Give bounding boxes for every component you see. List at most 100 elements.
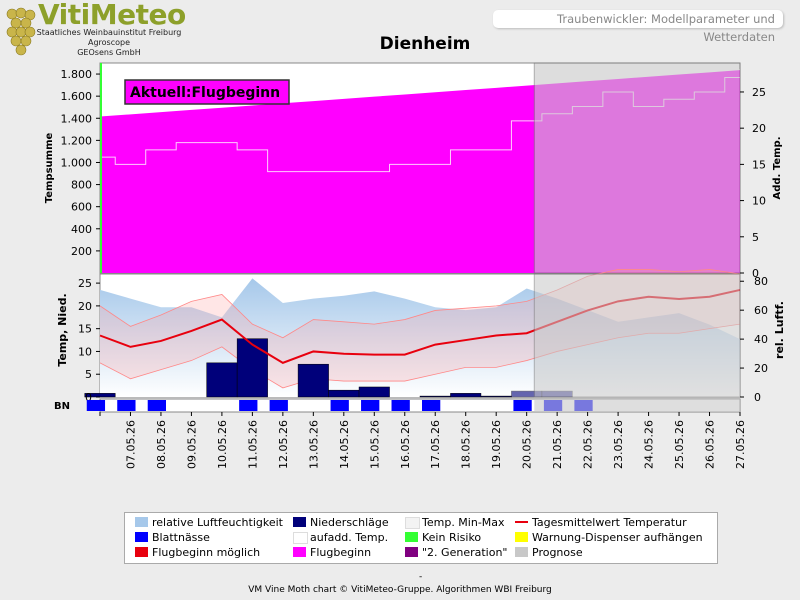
niederschlag-bar — [480, 395, 512, 398]
legend-label: Tagesmittelwert Temperatur — [532, 516, 687, 529]
y2tick-label: 5 — [752, 231, 759, 244]
ytick-label: 400 — [71, 223, 92, 236]
y2tick-label: 0 — [752, 267, 759, 280]
y2tick-label: 40 — [754, 333, 768, 346]
xtick-label: 22.05.26 — [582, 420, 595, 469]
logo-line-2: Agroscope — [87, 38, 131, 47]
ytick-label: 15 — [78, 323, 92, 336]
ytick-label: 10 — [78, 345, 92, 358]
legend-swatch — [135, 517, 148, 527]
legend-swatch — [515, 532, 528, 542]
ylabel-temp-nied: Temp, Nied. — [56, 293, 69, 366]
blattnaesse-mark — [361, 400, 380, 411]
xtick-label: 21.05.26 — [551, 420, 564, 469]
niederschlag-bar — [206, 362, 238, 398]
niederschlag-bar — [358, 386, 390, 398]
xtick-label: 10.05.26 — [216, 420, 229, 469]
ytick-label: 25 — [78, 277, 92, 290]
legend-label: relative Luftfeuchtigkeit — [152, 516, 283, 529]
ylabel-luftf: rel. Luftf. — [773, 301, 786, 359]
y2tick-label: 10 — [752, 195, 766, 208]
ytick-label: 20 — [78, 300, 92, 313]
legend-swatch — [405, 517, 420, 529]
ytick-label: 1.000 — [61, 156, 93, 169]
niederschlag-bar — [297, 363, 329, 398]
niederschlag-bar — [236, 338, 268, 398]
legend-label: Kein Risiko — [422, 531, 482, 544]
xtick-label: 23.05.26 — [612, 420, 625, 469]
xtick-label: 13.05.26 — [307, 420, 320, 469]
legend-label: Flugbeginn — [310, 546, 372, 559]
legend: relative Luftfeuchtigkeit Niederschläge Te… — [124, 512, 718, 564]
blattnaesse-mark — [422, 400, 441, 411]
ytick-label: 1.400 — [61, 112, 93, 125]
niederschlag-bar — [450, 393, 482, 398]
ylabel-tempsumme: Tempsumme — [44, 133, 55, 204]
xtick-label: 16.05.26 — [399, 420, 412, 469]
xtick-label: 07.05.26 — [124, 420, 137, 469]
blattnaesse-mark — [86, 400, 106, 411]
xtick-label: 11.05.26 — [246, 420, 259, 469]
legend-label: Blattnässe — [152, 531, 210, 544]
prognose-overlay-bn — [534, 399, 740, 412]
xtick-label: 09.05.26 — [185, 420, 198, 469]
legend-swatch — [135, 532, 148, 542]
logo-name: VitiMeteo — [38, 0, 186, 31]
status-label: Aktuell:Flugbeginn — [130, 85, 280, 101]
xtick-label: 08.05.26 — [155, 420, 168, 469]
footer-credit: VM Vine Moth chart © VitiMeteo-Gruppe. A… — [248, 585, 552, 595]
xtick-label: 27.05.26 — [734, 420, 747, 469]
xtick-label: 25.05.26 — [673, 420, 686, 469]
legend-swatch — [293, 532, 308, 544]
y2tick-label: 25 — [752, 86, 766, 99]
logo-grapes-icon — [4, 4, 38, 60]
niederschlag-bar — [328, 389, 360, 398]
xtick-label: 24.05.26 — [643, 420, 656, 469]
blattnaesse-mark — [117, 400, 136, 411]
ytick-label: 800 — [71, 179, 92, 192]
ytick-label: 5 — [85, 368, 92, 381]
y2tick-label: 20 — [754, 362, 768, 375]
y2tick-label: 0 — [754, 391, 761, 404]
blattnaesse-mark — [391, 400, 410, 411]
app-title: Traubenwickler: Modellparameter und Wett… — [493, 10, 783, 44]
blattnaesse-mark — [239, 400, 258, 411]
temp-max-line — [99, 269, 741, 339]
legend-label: "2. Generation" — [422, 546, 508, 559]
y2tick-label: 15 — [752, 158, 766, 171]
xtick-label: 17.05.26 — [429, 420, 442, 469]
xtick-label: 18.05.26 — [460, 420, 473, 469]
blattnaesse-mark — [330, 400, 349, 411]
prognose-overlay-top — [533, 62, 741, 274]
y2tick-label: 60 — [754, 304, 768, 317]
xtick-label: 20.05.26 — [521, 420, 534, 469]
bn-label: BN — [54, 401, 70, 412]
legend-label: aufadd. Temp. — [310, 531, 389, 544]
legend-label: Flugbeginn möglich — [152, 546, 261, 559]
logo-line-3: GEOsens GmbH — [77, 48, 141, 57]
xtick-label: 19.05.26 — [490, 420, 503, 469]
legend-swatch — [293, 517, 306, 527]
niederschlag-bar — [419, 395, 451, 398]
legend-swatch — [405, 547, 418, 557]
ytick-label: 600 — [71, 201, 92, 214]
logo-line-1: Staatliches Weinbauinstitut Freiburg — [36, 28, 182, 37]
y2tick-label: 20 — [752, 122, 766, 135]
legend-swatch — [405, 532, 418, 542]
ytick-label: 1.800 — [61, 68, 93, 81]
xtick-label: 12.05.26 — [277, 420, 290, 469]
kein-risiko-bar — [100, 63, 102, 273]
legend-label: Warnung-Dispenser aufhängen — [532, 531, 703, 544]
ytick-label: 1.600 — [61, 90, 93, 103]
xtick-label: 26.05.26 — [704, 420, 717, 469]
ytick-label: 1.200 — [61, 134, 93, 147]
blattnaesse-mark — [513, 400, 532, 411]
legend-label: Temp. Min-Max — [422, 516, 505, 529]
legend-label: Niederschläge — [310, 516, 389, 529]
legend-swatch — [515, 521, 528, 523]
ytick-label: 200 — [71, 245, 92, 258]
ytick-label: 0 — [85, 391, 92, 404]
legend-swatch — [515, 547, 528, 557]
footer-dash: - — [419, 572, 423, 582]
